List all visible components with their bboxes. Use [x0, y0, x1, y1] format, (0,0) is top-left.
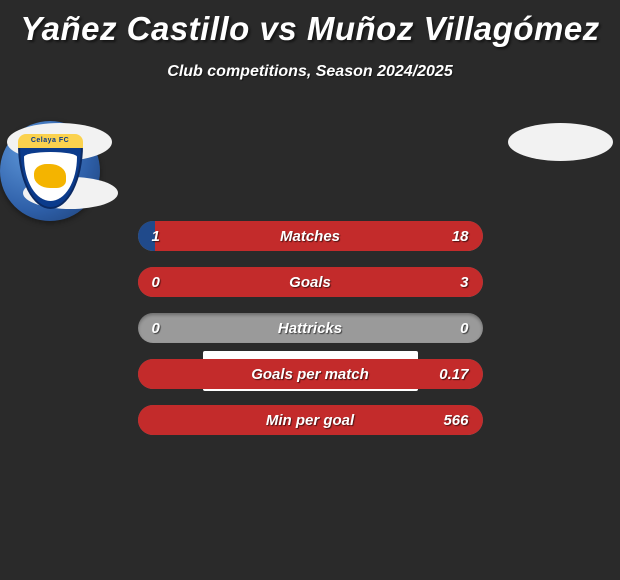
- shield-body: [24, 152, 77, 201]
- stat-row: Goals per match 0.17: [138, 359, 483, 389]
- bull-icon: [34, 164, 66, 188]
- stat-right-value: 0: [460, 320, 468, 337]
- comparison-card: Yañez Castillo vs Muñoz Villagómez Club …: [0, 0, 620, 580]
- stat-left-value: 0: [152, 274, 160, 291]
- stat-right-value: 3: [460, 274, 468, 291]
- stat-right-value: 18: [452, 228, 469, 245]
- stat-row: Min per goal 566: [138, 405, 483, 435]
- stat-left-value: 1: [152, 228, 160, 245]
- stat-left-value: 0: [152, 320, 160, 337]
- stat-label: Hattricks: [278, 320, 342, 337]
- stat-row: 0 Hattricks 0: [138, 313, 483, 343]
- stat-label: Matches: [280, 228, 340, 245]
- stat-right-value: 0.17: [439, 366, 468, 383]
- shield-banner: Celaya FC: [18, 134, 83, 148]
- stat-row: 1 Matches 18: [138, 221, 483, 251]
- stat-label: Goals per match: [251, 366, 369, 383]
- page-subtitle: Club competitions, Season 2024/2025: [0, 63, 620, 81]
- stats-area: Celaya FC 1Matches180Goals30Hattricks0Go…: [0, 121, 620, 341]
- stat-rows: 1 Matches 18 0 Goals 3 0 Hattricks 0 Goals per ma…: [138, 221, 483, 435]
- stat-row: 0 Goals 3: [138, 267, 483, 297]
- page-title: Yañez Castillo vs Muñoz Villagómez: [0, 0, 620, 48]
- stat-label: Goals: [289, 274, 331, 291]
- stat-label: Min per goal: [266, 412, 354, 429]
- player-right-avatar: [508, 123, 613, 161]
- stat-right-value: 566: [443, 412, 468, 429]
